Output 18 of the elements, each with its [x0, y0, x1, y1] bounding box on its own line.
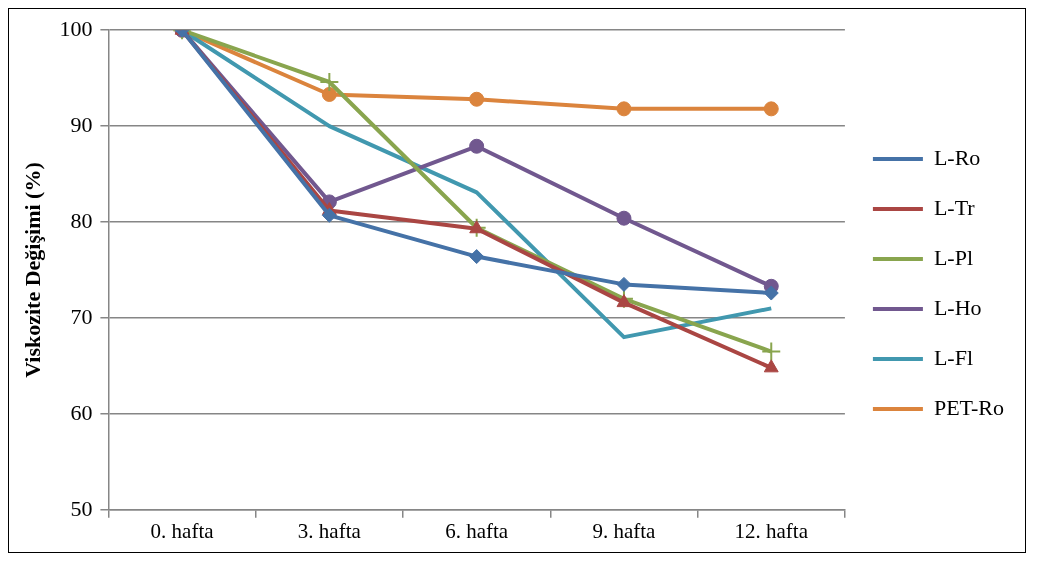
x-tick-label: 12. hafta — [734, 518, 809, 543]
legend-label: L-Ho — [933, 294, 982, 320]
y-tick-label: 90 — [70, 111, 93, 137]
x-tick-label: 0. hafta — [150, 518, 215, 543]
legend-label: L-Fl — [933, 344, 974, 370]
y-tick-label: 80 — [70, 207, 93, 233]
y-tick-label: 70 — [70, 303, 93, 329]
y-tick-label: 50 — [70, 495, 93, 521]
x-tick-label: 3. hafta — [297, 518, 362, 543]
y-tick-label: 60 — [70, 399, 93, 425]
legend-label: PET-Ro — [933, 394, 1004, 420]
y-axis-title: Viskozite Değişimi (%) — [19, 162, 45, 378]
x-tick-label: 9. hafta — [592, 518, 657, 543]
y-tick-label: 100 — [59, 15, 93, 41]
x-tick-label: 6. hafta — [445, 518, 509, 543]
legend-label: L-Tr — [933, 194, 976, 220]
legend-label: L-Pl — [933, 244, 974, 270]
legend-label: L-Ro — [933, 144, 981, 170]
